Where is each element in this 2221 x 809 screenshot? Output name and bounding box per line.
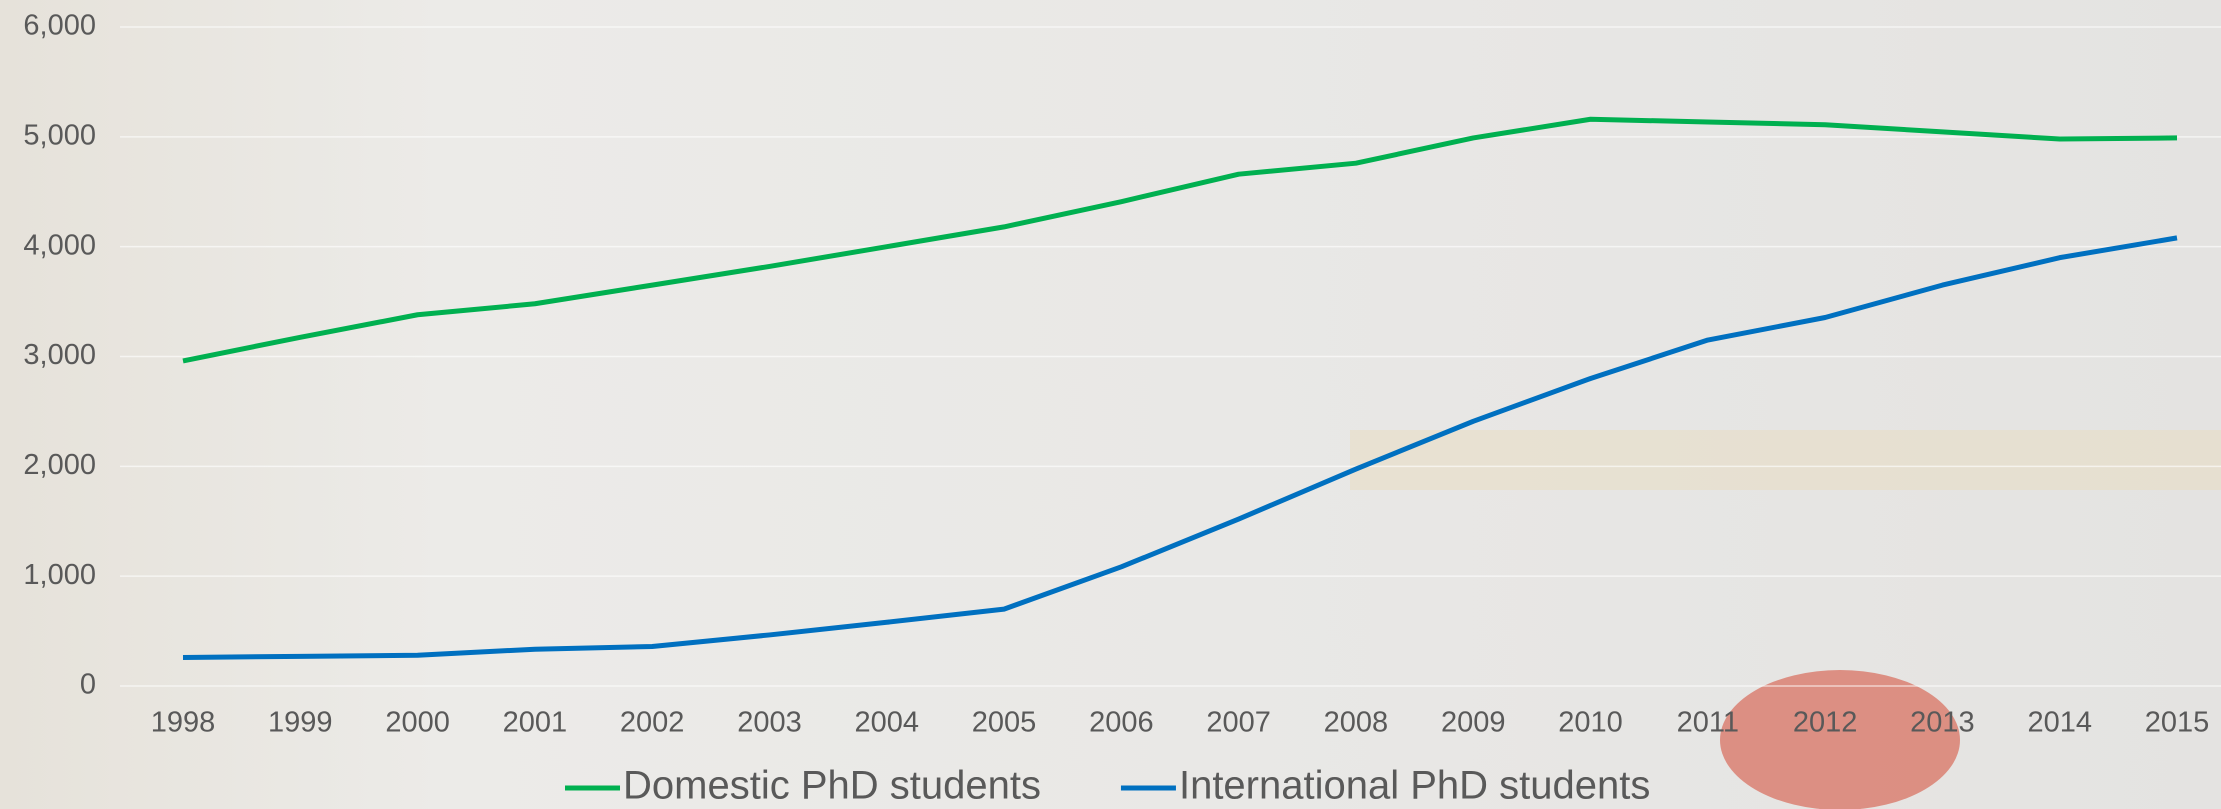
x-tick-label: 1999 bbox=[268, 707, 333, 739]
y-tick-label: 4,000 bbox=[23, 229, 96, 261]
background-blob bbox=[1720, 670, 1960, 809]
y-tick-label: 5,000 bbox=[23, 119, 96, 151]
y-tick-label: 3,000 bbox=[23, 339, 96, 371]
legend-label: International PhD students bbox=[1179, 764, 1650, 808]
x-tick-label: 2003 bbox=[737, 707, 802, 739]
x-tick-label: 2005 bbox=[972, 707, 1037, 739]
x-tick-label: 2001 bbox=[503, 707, 568, 739]
y-tick-label: 6,000 bbox=[23, 10, 96, 42]
x-tick-label: 2009 bbox=[1441, 707, 1506, 739]
chart: 0 1,000 2,000 3,000 4,000 5,000 6,000 1998 1999 2… bbox=[0, 0, 2221, 809]
x-tick-label: 2015 bbox=[2145, 707, 2210, 739]
background-shelf bbox=[1350, 430, 2221, 490]
x-tick-label: 2011 bbox=[1677, 707, 1739, 739]
y-tick-label: 2,000 bbox=[23, 449, 96, 481]
x-tick-label: 2007 bbox=[1206, 707, 1271, 739]
x-tick-label: 1998 bbox=[151, 707, 216, 739]
x-tick-label: 2000 bbox=[385, 707, 450, 739]
data-line bbox=[183, 119, 2177, 361]
x-tick-label: 2013 bbox=[1910, 707, 1975, 739]
x-tick-label: 2006 bbox=[1089, 707, 1154, 739]
y-tick-label: 0 bbox=[80, 669, 96, 701]
x-tick-label: 2004 bbox=[855, 707, 920, 739]
x-tick-label: 2002 bbox=[620, 707, 685, 739]
x-tick-label: 2010 bbox=[1558, 707, 1623, 739]
x-tick-label: 2008 bbox=[1324, 707, 1389, 739]
x-tick-label: 2012 bbox=[1793, 707, 1858, 739]
x-tick-label: 2014 bbox=[2027, 707, 2092, 739]
y-tick-label: 1,000 bbox=[23, 559, 96, 591]
legend-label: Domestic PhD students bbox=[623, 764, 1041, 808]
